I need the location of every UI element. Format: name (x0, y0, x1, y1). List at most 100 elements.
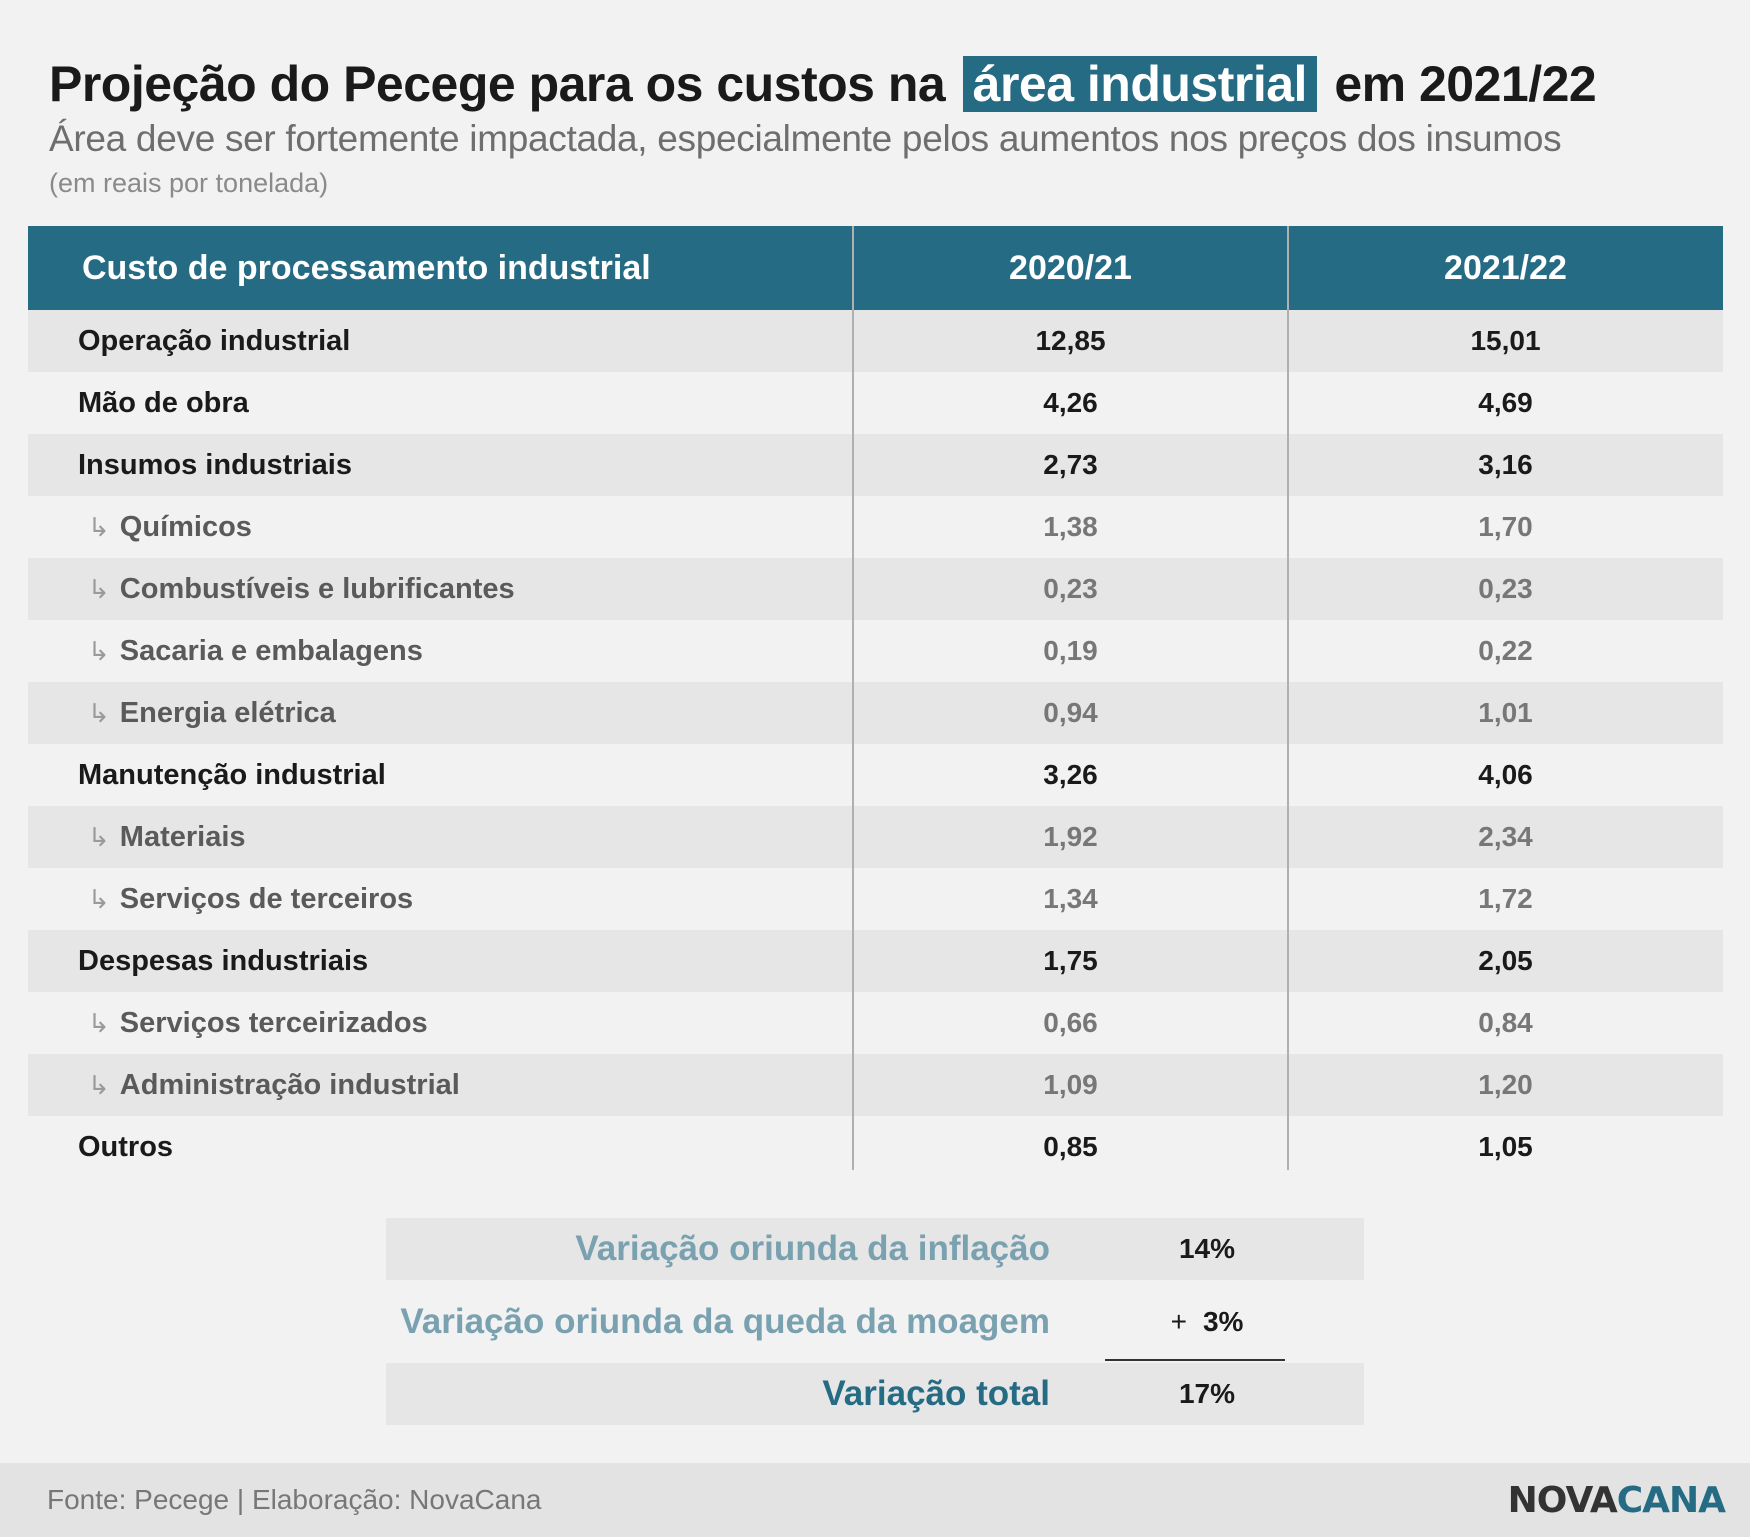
subitem-arrow-icon: ↳ (88, 635, 110, 666)
value-2021-22: 0,22 (1478, 635, 1533, 666)
column-divider (1287, 226, 1289, 1170)
row-label: Mão de obra (78, 386, 249, 419)
summary-value-wrap: +3% (1050, 1306, 1364, 1338)
value-2020-21: 0,66 (1043, 1007, 1098, 1038)
row-label-cell: ↳ Energia elétrica (28, 697, 853, 730)
value-2021-22: 1,01 (1478, 697, 1533, 728)
value-2020-21: 12,85 (1035, 325, 1106, 356)
header-cell-2021-22: 2021/22 (1444, 248, 1567, 287)
row-label-cell: Insumos industriais (28, 449, 853, 482)
footer: Fonte: Pecege | Elaboração: NovaCana NOV… (0, 1463, 1750, 1537)
value-2021-22: 4,69 (1478, 387, 1533, 418)
subitem-arrow-icon: ↳ (88, 821, 110, 852)
table-row: Insumos industriais 2,73 3,16 (28, 434, 1723, 496)
value-2020-21: 1,38 (1043, 511, 1098, 542)
value-2021-22: 0,23 (1478, 573, 1533, 604)
value-2020-21: 1,34 (1043, 883, 1098, 914)
logo-part1: NOVA (1507, 1479, 1618, 1521)
value-2021-22: 2,05 (1478, 945, 1533, 976)
row-label: Despesas industriais (78, 944, 369, 977)
summary-value: 14% (1178, 1233, 1236, 1264)
summary-label: Variação oriunda da inflação (575, 1229, 1050, 1268)
chart-title: Projeção do Pecege para os custos na áre… (49, 52, 1597, 116)
value-2021-22: 2,34 (1478, 821, 1533, 852)
table-row: Outros 0,85 1,05 (28, 1116, 1723, 1178)
value-2020-21: 3,26 (1043, 759, 1098, 790)
header-cell-category: Custo de processamento industrial (82, 248, 651, 287)
subitem-arrow-icon: ↳ (88, 511, 110, 542)
summary-row-inflation: Variação oriunda da inflação 14% (386, 1218, 1364, 1280)
plus-sign: + (1170, 1306, 1187, 1337)
column-divider (852, 226, 854, 1170)
table-row: Mão de obra 4,26 4,69 (28, 372, 1723, 434)
title-part2: em 2021/22 (1334, 56, 1597, 112)
value-2021-22: 1,20 (1478, 1069, 1533, 1100)
value-2021-22: 1,70 (1478, 511, 1533, 542)
row-label: Materiais (119, 820, 246, 853)
subitem-arrow-icon: ↳ (88, 1069, 110, 1100)
row-label: Serviços terceirizados (119, 1006, 428, 1039)
value-2020-21: 1,92 (1043, 821, 1098, 852)
value-2021-22: 4,06 (1478, 759, 1533, 790)
row-label: Operação industrial (78, 324, 351, 357)
title-part1: Projeção do Pecege para os custos na (49, 56, 946, 112)
header-cell-2020-21: 2020/21 (1009, 248, 1132, 287)
table-row: Despesas industriais 1,75 2,05 (28, 930, 1723, 992)
row-label-cell: ↳ Serviços de terceiros (28, 883, 853, 916)
value-2021-22: 0,84 (1478, 1007, 1533, 1038)
title-highlight: área industrial (962, 56, 1317, 112)
row-label: Outros (78, 1130, 174, 1163)
row-label: Químicos (119, 510, 252, 543)
table-row: Operação industrial 12,85 15,01 (28, 310, 1723, 372)
table-row: ↳ Serviços de terceiros 1,34 1,72 (28, 868, 1723, 930)
table-header: Custo de processamento industrial 2020/2… (28, 226, 1723, 310)
row-label-cell: ↳ Combustíveis e lubrificantes (28, 573, 853, 606)
subitem-arrow-icon: ↳ (88, 883, 110, 914)
row-label-cell: ↳ Materiais (28, 821, 853, 854)
subitem-arrow-icon: ↳ (88, 697, 110, 728)
logo-part2: CANA (1616, 1479, 1726, 1521)
row-label-cell: Outros (28, 1131, 853, 1164)
value-2020-21: 2,73 (1043, 449, 1098, 480)
row-label: Energia elétrica (119, 696, 336, 729)
value-2020-21: 0,19 (1043, 635, 1098, 666)
row-label: Manutenção industrial (78, 758, 386, 791)
table-body: Operação industrial 12,85 15,01 Mão de obra… (28, 310, 1723, 1178)
row-label: Serviços de terceiros (119, 882, 414, 915)
value-2020-21: 4,26 (1043, 387, 1098, 418)
table-row: ↳ Sacaria e embalagens 0,19 0,22 (28, 620, 1723, 682)
summary-label: Variação oriunda da queda da moagem (400, 1302, 1050, 1341)
value-2020-21: 1,09 (1043, 1069, 1098, 1100)
value-2020-21: 0,94 (1043, 697, 1098, 728)
summary-row-milling: Variação oriunda da queda da moagem +3% (386, 1291, 1364, 1353)
table-row: ↳ Combustíveis e lubrificantes 0,23 0,23 (28, 558, 1723, 620)
value-2021-22: 15,01 (1470, 325, 1541, 356)
summary-label: Variação total (822, 1374, 1050, 1413)
row-label-cell: Despesas industriais (28, 945, 853, 978)
unit-note: (em reais por tonelada) (49, 168, 329, 198)
row-label-cell: Manutenção industrial (28, 759, 853, 792)
subitem-arrow-icon: ↳ (88, 1007, 110, 1038)
row-label-cell: ↳ Administração industrial (28, 1069, 853, 1102)
row-label-cell: ↳ Químicos (28, 511, 853, 544)
value-2021-22: 1,05 (1478, 1131, 1533, 1162)
row-label-cell: Mão de obra (28, 387, 853, 420)
sum-divider (1105, 1359, 1285, 1361)
summary-row-total: Variação total 17% (386, 1363, 1364, 1425)
table-row: ↳ Químicos 1,38 1,70 (28, 496, 1723, 558)
table-row: ↳ Energia elétrica 0,94 1,01 (28, 682, 1723, 744)
row-label: Administração industrial (119, 1068, 460, 1101)
value-2020-21: 0,85 (1043, 1131, 1098, 1162)
summary-value: 3% (1202, 1306, 1244, 1337)
summary-value: 17% (1178, 1378, 1236, 1409)
value-2020-21: 1,75 (1043, 945, 1098, 976)
row-label-cell: Operação industrial (28, 325, 853, 358)
row-label-cell: ↳ Serviços terceirizados (28, 1007, 853, 1040)
row-label: Insumos industriais (78, 448, 352, 481)
table-row: ↳ Materiais 1,92 2,34 (28, 806, 1723, 868)
novacana-logo: NOVA CANA (1507, 1479, 1726, 1521)
subitem-arrow-icon: ↳ (88, 573, 110, 604)
row-label-cell: ↳ Sacaria e embalagens (28, 635, 853, 668)
chart-subtitle: Área deve ser fortemente impactada, espe… (49, 118, 1562, 159)
row-label: Combustíveis e lubrificantes (119, 572, 515, 605)
